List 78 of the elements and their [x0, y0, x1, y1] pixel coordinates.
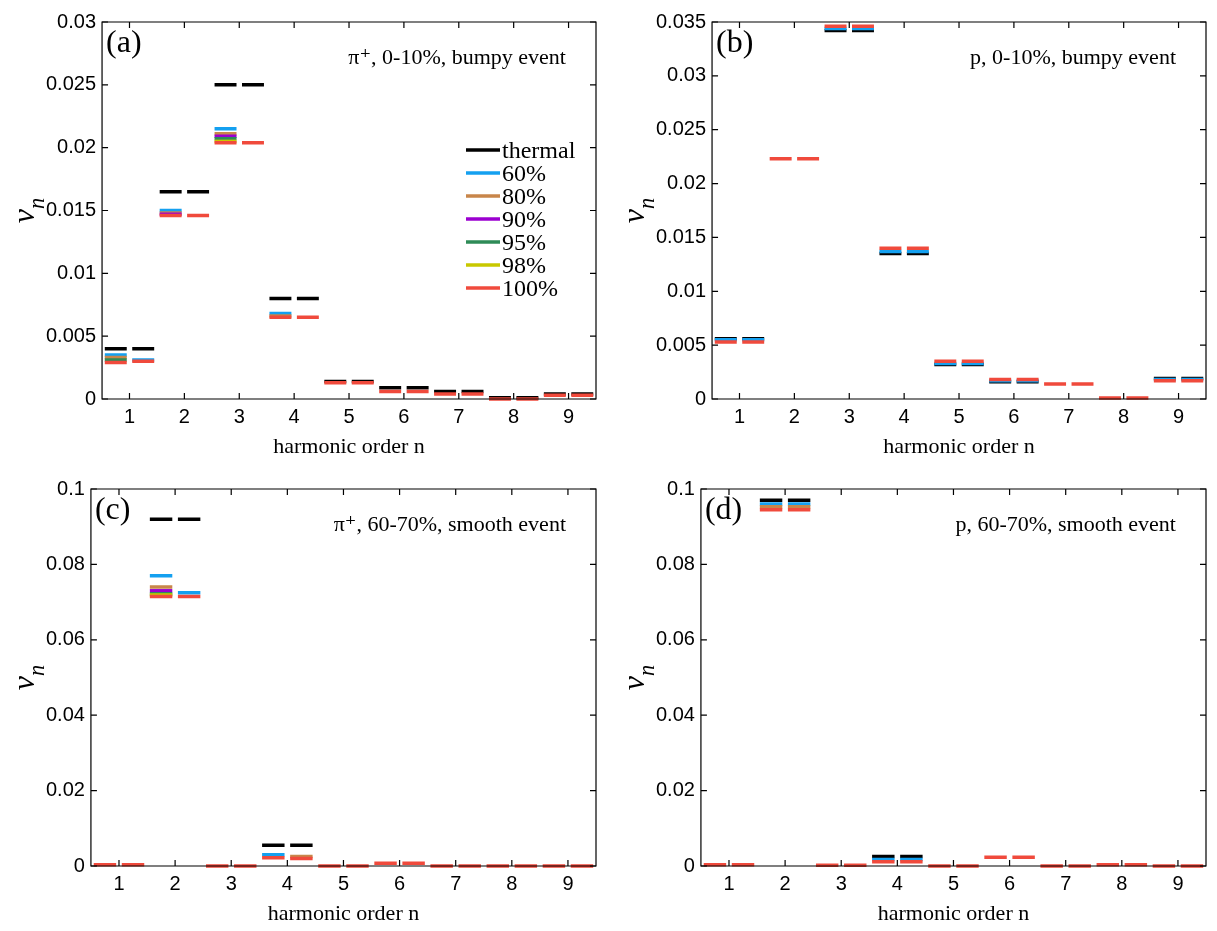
x-tick-label: 2 — [169, 871, 181, 894]
x-tick-label: 4 — [281, 871, 293, 894]
x-axis-title: harmonic order n — [273, 433, 425, 458]
y-tick-label: 0 — [73, 853, 85, 876]
x-tick-label: 8 — [1118, 404, 1130, 427]
x-tick-label: 2 — [178, 404, 190, 427]
y-tick-label: 0.02 — [57, 135, 97, 158]
y-tick-label: 0.025 — [45, 72, 97, 95]
y-tick-label: 0.02 — [45, 778, 85, 801]
x-tick-label: 1 — [723, 871, 735, 894]
y-tick-label: 0.02 — [655, 778, 695, 801]
y-tick-label: 0.03 — [667, 63, 707, 86]
y-tick-label: 0.02 — [667, 171, 707, 194]
x-tick-label: 5 — [953, 404, 965, 427]
y-tick-label: 0.06 — [45, 627, 85, 650]
y-tick-label: 0 — [84, 386, 97, 409]
y-tick-label: 0.015 — [45, 198, 97, 221]
x-tick-label: 6 — [1004, 871, 1016, 894]
x-tick-label: 4 — [898, 404, 910, 427]
y-tick-label: 0.04 — [45, 702, 85, 725]
y-tick-label: 0.025 — [655, 117, 707, 140]
x-tick-label: 1 — [733, 404, 746, 427]
x-tick-label: 4 — [288, 404, 300, 427]
y-axis-title: vn — [615, 197, 659, 224]
x-tick-label: 3 — [835, 871, 847, 894]
x-tick-label: 3 — [225, 871, 237, 894]
annotation: π⁺, 0-10%, bumpy event — [348, 44, 566, 69]
x-tick-label: 6 — [398, 404, 410, 427]
x-tick-label: 7 — [453, 404, 465, 427]
x-tick-label: 1 — [113, 871, 125, 894]
y-tick-label: 0.03 — [57, 9, 97, 32]
x-tick-label: 3 — [843, 404, 855, 427]
x-tick-label: 4 — [891, 871, 903, 894]
y-tick-label: 0.01 — [667, 278, 707, 301]
y-tick-label: 0.08 — [655, 551, 695, 574]
annotation: (d) — [704, 490, 743, 526]
y-tick-label: 0.01 — [57, 260, 97, 283]
x-tick-label: 8 — [506, 871, 518, 894]
x-tick-label: 7 — [450, 871, 462, 894]
x-tick-label: 3 — [233, 404, 245, 427]
annotation: π⁺, 60-70%, smooth event — [333, 511, 566, 536]
y-tick-label: 0.1 — [57, 476, 85, 499]
annotation: p, 0-10%, bumpy event — [970, 44, 1176, 69]
y-tick-label: 0 — [683, 853, 695, 876]
y-axis-title: vn — [5, 664, 49, 691]
x-tick-label: 7 — [1060, 871, 1072, 894]
x-tick-label: 5 — [947, 871, 960, 894]
x-tick-label: 9 — [1172, 871, 1184, 894]
x-tick-label: 5 — [343, 404, 355, 427]
y-axis-title: vn — [615, 664, 659, 691]
x-tick-label: 1 — [123, 404, 136, 427]
x-axis-title: harmonic order n — [883, 433, 1035, 458]
y-tick-label: 0 — [694, 386, 707, 409]
y-tick-label: 0.04 — [655, 702, 695, 725]
y-tick-label: 0.08 — [45, 551, 85, 574]
x-tick-label: 9 — [563, 404, 575, 427]
annotation: (a) — [106, 23, 142, 59]
x-tick-label: 6 — [1008, 404, 1020, 427]
x-tick-label: 2 — [779, 871, 791, 894]
y-tick-label: 0.1 — [667, 476, 695, 499]
y-tick-label: 0.005 — [655, 332, 707, 355]
x-tick-label: 9 — [562, 871, 574, 894]
y-tick-label: 0.015 — [655, 224, 707, 247]
x-tick-label: 8 — [1116, 871, 1128, 894]
x-axis-title: harmonic order n — [877, 900, 1030, 925]
x-tick-label: 5 — [337, 871, 350, 894]
y-tick-label: 0.035 — [655, 9, 707, 32]
annotation: (b) — [716, 23, 754, 59]
x-tick-label: 8 — [508, 404, 520, 427]
x-tick-label: 2 — [788, 404, 800, 427]
y-tick-label: 0.06 — [655, 627, 695, 650]
x-tick-label: 7 — [1063, 404, 1075, 427]
annotation: (c) — [94, 490, 131, 526]
y-tick-label: 0.005 — [45, 323, 97, 346]
x-tick-label: 9 — [1173, 404, 1185, 427]
x-tick-label: 6 — [394, 871, 406, 894]
annotation: p, 60-70%, smooth event — [955, 511, 1176, 536]
x-axis-title: harmonic order n — [267, 900, 420, 925]
